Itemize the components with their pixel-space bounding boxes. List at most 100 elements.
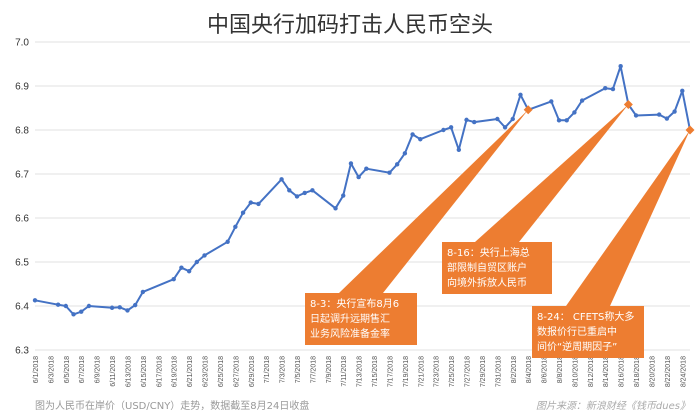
x-tick-label: 7/7/2018 [310,356,317,383]
data-point [510,116,515,122]
data-point [256,201,261,207]
data-point [656,112,662,117]
chart-title: 中国央行加码打击人民币空头 [207,13,493,38]
x-tick-label: 8/18/2018 [634,356,641,387]
series-layer [32,63,693,317]
data-point [125,308,130,313]
data-point [495,116,500,122]
data-point [233,224,238,229]
data-point [140,289,146,295]
x-tick-label: 6/19/2018 [172,356,179,387]
data-point [448,125,454,130]
callout-text: 向境外拆放人民币 [447,276,527,289]
x-tick-label: 8/10/2018 [572,356,579,387]
data-point [117,305,122,310]
data-point [171,276,176,282]
x-tick-label: 8/20/2018 [649,356,656,387]
x-tick-label: 7/21/2018 [418,356,425,387]
callout-box [532,306,644,358]
x-tick-label: 6/17/2018 [156,356,163,387]
data-point [310,188,315,193]
event-marker [685,125,695,135]
data-point [549,99,554,104]
x-tick-label: 8/4/2018 [526,356,533,383]
x-tick-label: 7/31/2018 [495,356,502,387]
data-point [109,305,115,310]
callout-pointer [566,130,690,306]
x-tick-label: 7/23/2018 [434,356,441,387]
data-point [672,109,677,114]
y-tick-label: 6.5 [15,258,29,269]
data-point [394,162,400,167]
data-point [472,119,477,125]
data-point [387,170,392,175]
x-tick-label: 7/15/2018 [372,356,379,387]
y-tick-label: 6.7 [15,170,29,181]
data-point [341,193,346,198]
x-tick-label: 6/15/2018 [141,356,148,387]
data-point [194,259,200,265]
y-tick-label: 6.4 [15,302,29,313]
data-point [456,147,462,152]
x-tick-label: 6/3/2018 [48,356,55,383]
callout-text: 部限制自贸区账户 [447,261,527,274]
callout-pointer [475,104,629,242]
data-point [225,239,230,244]
x-tick-label: 6/27/2018 [233,356,240,387]
x-tick-label: 8/14/2018 [603,356,610,387]
data-point [79,309,84,314]
x-tick-label: 7/3/2018 [280,356,287,383]
callout-text: 8-16：央行上海总 [447,246,530,259]
x-tick-label: 7/25/2018 [449,356,456,387]
data-point [579,98,585,103]
callout-box [305,293,417,345]
y-tick-label: 6.3 [15,346,29,357]
data-point [240,210,246,215]
x-tick-label: 6/9/2018 [95,356,102,383]
x-tick-label: 8/6/2018 [542,356,549,383]
data-point [356,174,361,180]
y-axis-ticks: 6.3 6.4 6.5 6.6 6.7 6.8 6.9 7.0 [15,38,29,357]
data-point [464,117,469,123]
callout-pointer [339,109,529,293]
x-tick-label: 6/23/2018 [203,356,210,387]
data-point [287,188,292,193]
x-tick-label: 8/8/2018 [557,356,564,383]
callout-text: 8-24： CFETS称大多 [537,310,634,323]
x-tick-label: 7/27/2018 [465,356,472,387]
y-tick-label: 7.0 [15,38,29,49]
y-tick-label: 6.8 [15,126,29,137]
y-tick-label: 6.6 [15,214,29,225]
data-point [572,110,577,115]
x-tick-label: 6/13/2018 [125,356,132,387]
data-point [279,177,284,182]
callout-text: 间价“逆周期因子” [537,340,617,353]
x-tick-label: 8/24/2018 [680,356,687,387]
image-credit: 图片来源：新浪财经《钱币dues》 [536,400,690,412]
data-point [603,86,608,91]
data-point [179,265,184,270]
x-tick-label: 7/5/2018 [295,356,302,383]
x-axis-ticks: 6/1/2018 6/3/2018 6/5/2018 6/7/2018 6/9/2018… [33,356,687,387]
data-point [302,190,307,196]
data-point [71,312,76,317]
data-point [333,206,338,211]
data-point [633,113,639,118]
data-point [410,132,415,137]
data-point [402,151,408,156]
x-tick-label: 7/19/2018 [403,356,410,387]
data-point [132,302,138,308]
x-tick-label: 6/21/2018 [187,356,194,387]
source-note: 图为人民币在岸价（USD/CNY）走势，数据截至8月24日收盘 [35,399,309,412]
x-tick-label: 7/9/2018 [326,356,333,383]
callout-text: 数报价行已重启中 [537,325,617,338]
x-tick-label: 6/5/2018 [64,356,71,383]
data-point [248,200,253,205]
data-point [441,127,446,133]
data-point [55,302,61,307]
data-point [364,166,369,171]
x-tick-label: 7/1/2018 [264,356,271,383]
data-point [556,118,562,123]
